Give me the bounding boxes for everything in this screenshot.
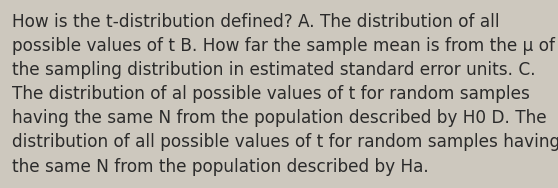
Text: The distribution of al possible values of t for random samples: The distribution of al possible values o…: [12, 85, 530, 103]
Text: How is the t-distribution defined? A. The distribution of all: How is the t-distribution defined? A. Th…: [12, 13, 500, 31]
Text: the same N from the population described by Ha.: the same N from the population described…: [12, 158, 429, 176]
Text: distribution of all possible values of t for random samples having: distribution of all possible values of t…: [12, 133, 558, 152]
Text: possible values of t B. How far the sample mean is from the μ of: possible values of t B. How far the samp…: [12, 37, 555, 55]
Text: having the same N from the population described by H0 D. The: having the same N from the population de…: [12, 109, 547, 127]
Text: the sampling distribution in estimated standard error units. C.: the sampling distribution in estimated s…: [12, 61, 536, 79]
